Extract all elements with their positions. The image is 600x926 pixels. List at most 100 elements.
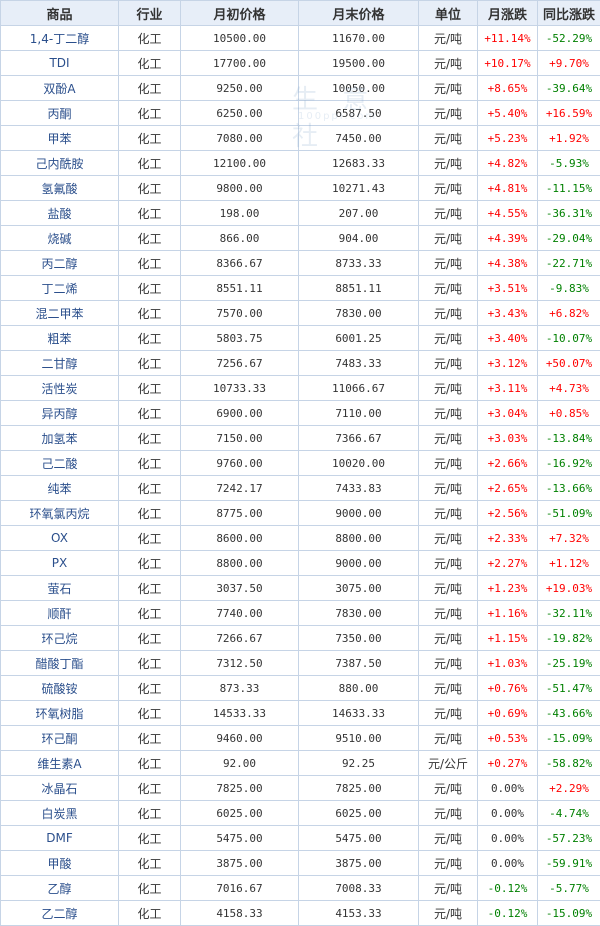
cell-name[interactable]: 顺酐 (0, 600, 119, 626)
cell-unit: 元/吨 (418, 475, 478, 501)
cell-name[interactable]: 氢氟酸 (0, 175, 119, 201)
cell-name[interactable]: PX (0, 550, 119, 576)
table-row: 氢氟酸 化工 9800.00 10271.43 元/吨 +4.81% -11.15% (0, 175, 600, 201)
cell-industry: 化工 (118, 725, 181, 751)
cell-name[interactable]: 甲苯 (0, 125, 119, 151)
cell-name[interactable]: 纯苯 (0, 475, 119, 501)
header-start-price[interactable]: 月初价格 (180, 0, 299, 26)
cell-industry: 化工 (118, 475, 181, 501)
cell-unit: 元/吨 (418, 625, 478, 651)
cell-name[interactable]: 硫酸铵 (0, 675, 119, 701)
cell-start-price: 7825.00 (180, 775, 299, 801)
header-row: 商品 行业 月初价格 月末价格 单位 月涨跌 同比涨跌 (0, 0, 600, 26)
cell-name[interactable]: TDI (0, 50, 119, 76)
table-row: 烧碱 化工 866.00 904.00 元/吨 +4.39% -29.04% (0, 225, 600, 251)
cell-monthly-change: +1.23% (477, 575, 538, 601)
cell-name[interactable]: 盐酸 (0, 200, 119, 226)
table-row: OX 化工 8600.00 8800.00 元/吨 +2.33% +7.32% (0, 525, 600, 551)
cell-monthly-change: +4.38% (477, 250, 538, 276)
cell-name[interactable]: 丁二烯 (0, 275, 119, 301)
cell-name[interactable]: 萤石 (0, 575, 119, 601)
cell-unit: 元/吨 (418, 825, 478, 851)
cell-unit: 元/吨 (418, 900, 478, 926)
cell-end-price: 6001.25 (298, 325, 419, 351)
table-row: 环氧氯丙烷 化工 8775.00 9000.00 元/吨 +2.56% -51.09% (0, 500, 600, 526)
cell-industry: 化工 (118, 50, 181, 76)
cell-unit: 元/吨 (418, 700, 478, 726)
cell-name[interactable]: 丙二醇 (0, 250, 119, 276)
cell-name[interactable]: 丙酮 (0, 100, 119, 126)
table-row: 加氢苯 化工 7150.00 7366.67 元/吨 +3.03% -13.84% (0, 425, 600, 451)
cell-name[interactable]: 异丙醇 (0, 400, 119, 426)
table-row: DMF 化工 5475.00 5475.00 元/吨 0.00% -57.23% (0, 825, 600, 851)
cell-unit: 元/吨 (418, 325, 478, 351)
cell-name[interactable]: 白炭黑 (0, 800, 119, 826)
cell-yoy-change: -13.66% (537, 475, 600, 501)
cell-name[interactable]: 环己烷 (0, 625, 119, 651)
cell-yoy-change: -51.47% (537, 675, 600, 701)
cell-start-price: 8366.67 (180, 250, 299, 276)
cell-start-price: 873.33 (180, 675, 299, 701)
cell-yoy-change: -36.31% (537, 200, 600, 226)
header-industry[interactable]: 行业 (118, 0, 181, 26)
cell-monthly-change: -0.12% (477, 875, 538, 901)
header-end-price[interactable]: 月末价格 (298, 0, 419, 26)
cell-yoy-change: +2.29% (537, 775, 600, 801)
cell-monthly-change: +3.43% (477, 300, 538, 326)
header-monthly-change[interactable]: 月涨跌 (477, 0, 538, 26)
cell-name[interactable]: 活性炭 (0, 375, 119, 401)
cell-yoy-change: -25.19% (537, 650, 600, 676)
cell-industry: 化工 (118, 375, 181, 401)
header-yoy-change[interactable]: 同比涨跌 (537, 0, 600, 26)
cell-yoy-change: +7.32% (537, 525, 600, 551)
cell-name[interactable]: 烧碱 (0, 225, 119, 251)
cell-yoy-change: +4.73% (537, 375, 600, 401)
cell-industry: 化工 (118, 25, 181, 51)
cell-name[interactable]: 环氧树脂 (0, 700, 119, 726)
cell-name[interactable]: 维生素A (0, 750, 119, 776)
cell-yoy-change: -15.09% (537, 725, 600, 751)
cell-start-price: 8600.00 (180, 525, 299, 551)
cell-name[interactable]: 己内酰胺 (0, 150, 119, 176)
cell-yoy-change: +50.07% (537, 350, 600, 376)
cell-name[interactable]: 醋酸丁酯 (0, 650, 119, 676)
cell-name[interactable]: 粗苯 (0, 325, 119, 351)
cell-yoy-change: +16.59% (537, 100, 600, 126)
cell-name[interactable]: 双酚A (0, 75, 119, 101)
cell-yoy-change: -51.09% (537, 500, 600, 526)
cell-start-price: 7570.00 (180, 300, 299, 326)
cell-name[interactable]: 环己酮 (0, 725, 119, 751)
table-row: 顺酐 化工 7740.00 7830.00 元/吨 +1.16% -32.11% (0, 600, 600, 626)
cell-industry: 化工 (118, 175, 181, 201)
header-unit[interactable]: 单位 (418, 0, 478, 26)
cell-monthly-change: +3.40% (477, 325, 538, 351)
cell-name[interactable]: 环氧氯丙烷 (0, 500, 119, 526)
cell-name[interactable]: 1,4-丁二醇 (0, 25, 119, 51)
cell-name[interactable]: 加氢苯 (0, 425, 119, 451)
table-row: 活性炭 化工 10733.33 11066.67 元/吨 +3.11% +4.73% (0, 375, 600, 401)
cell-name[interactable]: 乙二醇 (0, 900, 119, 926)
cell-name[interactable]: 乙醇 (0, 875, 119, 901)
cell-unit: 元/吨 (418, 400, 478, 426)
cell-unit: 元/吨 (418, 650, 478, 676)
cell-yoy-change: +9.70% (537, 50, 600, 76)
table-row: 混二甲苯 化工 7570.00 7830.00 元/吨 +3.43% +6.82% (0, 300, 600, 326)
cell-industry: 化工 (118, 550, 181, 576)
cell-name[interactable]: DMF (0, 825, 119, 851)
table-row: 甲苯 化工 7080.00 7450.00 元/吨 +5.23% +1.92% (0, 125, 600, 151)
cell-start-price: 6900.00 (180, 400, 299, 426)
cell-name[interactable]: 甲酸 (0, 850, 119, 876)
cell-name[interactable]: 冰晶石 (0, 775, 119, 801)
cell-name[interactable]: 己二酸 (0, 450, 119, 476)
cell-name[interactable]: OX (0, 525, 119, 551)
cell-unit: 元/吨 (418, 225, 478, 251)
cell-monthly-change: +4.81% (477, 175, 538, 201)
cell-name[interactable]: 混二甲苯 (0, 300, 119, 326)
cell-end-price: 7366.67 (298, 425, 419, 451)
header-name[interactable]: 商品 (0, 0, 119, 26)
cell-industry: 化工 (118, 225, 181, 251)
cell-start-price: 9800.00 (180, 175, 299, 201)
cell-name[interactable]: 二甘醇 (0, 350, 119, 376)
cell-unit: 元/吨 (418, 150, 478, 176)
cell-start-price: 9460.00 (180, 725, 299, 751)
